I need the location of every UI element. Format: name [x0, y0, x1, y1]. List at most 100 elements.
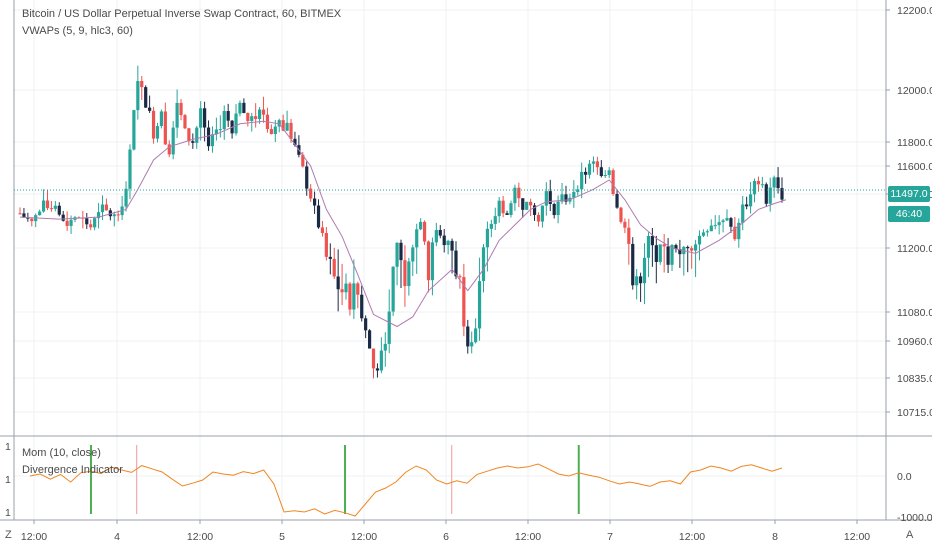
candle-body — [474, 328, 478, 343]
candle-body — [780, 188, 784, 200]
zoom-button[interactable]: Z — [5, 529, 12, 541]
candle-body — [226, 111, 230, 121]
candle-body — [426, 241, 431, 281]
candle-body — [171, 127, 175, 155]
momentum-line — [29, 463, 783, 517]
x-tick-label: 8 — [772, 531, 778, 543]
candle-body — [434, 229, 438, 243]
candle-body — [701, 232, 706, 236]
candle-body — [446, 240, 450, 246]
candle-body — [89, 224, 93, 228]
momentum-legend[interactable]: Mom (10, close) — [22, 447, 101, 459]
candle-body — [564, 194, 568, 202]
candle-body — [246, 112, 250, 121]
x-tick-label: 12:00 — [21, 531, 47, 543]
candle-body — [324, 233, 328, 257]
candle-body — [218, 129, 222, 131]
candle-body — [45, 200, 50, 209]
x-tick-label: 12:00 — [679, 531, 705, 543]
candle-body — [505, 213, 509, 215]
candle-body — [340, 289, 344, 293]
candle-body — [470, 342, 474, 347]
y-tick-label: 10715.0 — [897, 407, 932, 419]
candle-body — [375, 368, 380, 371]
x-tick-label: 12:00 — [187, 531, 213, 543]
chart-title[interactable]: Bitcoin / US Dollar Perpetual Inverse Sw… — [22, 8, 342, 20]
candle-body — [521, 198, 525, 210]
candle-body — [517, 187, 521, 199]
candle-body — [438, 229, 442, 236]
candle-body — [387, 311, 391, 344]
candle-body — [254, 116, 258, 120]
candle-body — [442, 235, 446, 246]
candle-body — [30, 218, 34, 222]
candle-body — [540, 205, 545, 222]
auto-scale-button[interactable]: A — [906, 529, 914, 541]
candle-body — [108, 210, 112, 217]
candle-body — [49, 208, 54, 210]
x-tick-label: 6 — [443, 531, 449, 543]
candle-body — [151, 110, 156, 139]
vwap-legend[interactable]: VWAPs (5, 9, hlc3, 60) — [22, 25, 133, 37]
divergence-legend[interactable]: Divergence Indicator — [22, 464, 123, 476]
y-tick-label: 10835.0 — [897, 373, 932, 385]
candle-body — [41, 200, 46, 212]
candle-body — [155, 126, 160, 139]
x-tick-label: 12:00 — [351, 531, 377, 543]
candle-body — [320, 227, 325, 234]
candle-body — [144, 87, 148, 108]
candle-body — [140, 81, 144, 88]
candle-body — [686, 246, 690, 249]
x-tick-label: 12:00 — [844, 531, 870, 543]
candle-body — [670, 245, 674, 265]
x-tick-label: 12:00 — [515, 531, 541, 543]
candle-body — [572, 191, 576, 198]
candle-body — [261, 109, 266, 115]
candle-body — [713, 225, 717, 227]
candle-body — [752, 180, 757, 195]
candle-body — [729, 218, 733, 227]
candle-body — [312, 198, 317, 206]
candle-body — [360, 294, 364, 319]
candle-body — [513, 187, 517, 204]
candle-body — [167, 144, 171, 155]
candle-body — [336, 276, 340, 290]
candle-body — [18, 213, 22, 215]
candle-body — [489, 223, 493, 229]
candle-body — [250, 116, 254, 121]
candle-body — [124, 188, 128, 207]
candle-body — [257, 109, 262, 120]
candle-body — [611, 170, 615, 195]
candle-body — [607, 170, 611, 175]
candle-body — [532, 205, 537, 215]
candle-body — [128, 149, 132, 189]
candle-body — [497, 200, 501, 217]
candle-body — [580, 171, 584, 190]
candle-body — [678, 249, 682, 255]
candle-body — [768, 187, 772, 204]
candle-body — [776, 177, 780, 189]
candle-body — [764, 184, 768, 204]
candle-body — [344, 283, 348, 293]
candle-body — [104, 204, 109, 211]
candle-body — [93, 218, 97, 228]
candle-body — [419, 221, 423, 230]
candle-body — [356, 283, 360, 295]
candle-body — [627, 227, 631, 244]
candle-body — [191, 141, 195, 143]
candle-body — [159, 111, 164, 127]
candle-body — [430, 242, 435, 281]
candle-body — [705, 231, 709, 233]
candle-body — [100, 204, 105, 213]
candle-body — [623, 221, 627, 228]
candle-body — [674, 245, 678, 250]
candle-body — [658, 244, 662, 262]
x-tick-label: 7 — [607, 531, 613, 543]
candle-body — [379, 350, 383, 371]
x-tick-label: 4 — [114, 531, 120, 543]
candle-body — [391, 266, 395, 312]
candle-body — [422, 221, 427, 242]
candle-body — [725, 218, 729, 221]
y-tick-label: 11800.0 — [897, 137, 932, 149]
